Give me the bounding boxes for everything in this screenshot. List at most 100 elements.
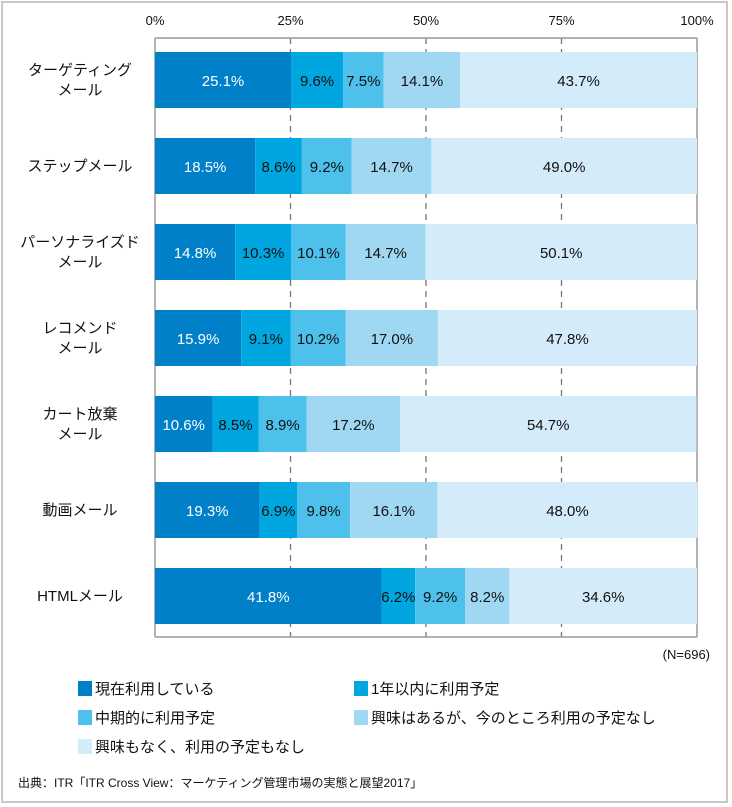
bar-segment	[290, 310, 346, 366]
data-label: 7.5%	[346, 73, 380, 90]
legend-label: 中期的に利用予定	[95, 710, 216, 727]
bar-segment	[259, 482, 298, 538]
category-label: ステップメール	[27, 158, 132, 175]
bar-segment	[415, 568, 466, 624]
legend-label: 現在利用している	[95, 681, 215, 698]
bar-segment	[350, 482, 438, 538]
data-label: 15.9%	[177, 331, 220, 348]
category-label: メール	[57, 254, 102, 271]
data-label: 50.1%	[540, 245, 583, 262]
bar-segment	[297, 482, 351, 538]
bar-segment	[155, 138, 256, 194]
data-label: 25.1%	[202, 73, 245, 90]
legend-item: 興味もなく、利用の予定もなし	[78, 736, 305, 757]
bar-segment	[235, 224, 292, 280]
legend-item: 現在利用している	[78, 678, 215, 699]
x-tick-label: 75%	[548, 13, 574, 28]
data-label: 17.2%	[332, 417, 375, 434]
bar-segment	[425, 224, 697, 280]
legend-item: 中期的に利用予定	[78, 707, 215, 728]
data-label: 14.7%	[364, 245, 407, 262]
bar-segment	[255, 138, 302, 194]
data-label: 6.2%	[381, 589, 415, 606]
legend-swatch	[78, 710, 92, 725]
data-label: 9.6%	[300, 73, 334, 90]
bar-segment	[431, 138, 697, 194]
data-label: 9.1%	[249, 331, 283, 348]
data-label: 9.8%	[306, 503, 340, 520]
category-label: カート放棄	[42, 405, 117, 423]
legend-label: 興味はあるが、今のところ利用の予定なし	[371, 710, 656, 727]
bar-segment	[460, 52, 697, 108]
category-label: HTMLメール	[37, 588, 123, 605]
bar-segment	[381, 568, 416, 624]
bar-segment	[509, 568, 697, 624]
bar-segment	[155, 482, 260, 538]
legend-swatch	[78, 739, 92, 754]
legend-swatch	[78, 681, 92, 696]
data-label: 6.9%	[261, 503, 295, 520]
data-label: 19.3%	[186, 503, 229, 520]
data-label: 48.0%	[546, 503, 589, 520]
bar-segment	[155, 52, 292, 108]
data-label: 14.8%	[174, 245, 217, 262]
data-label: 10.1%	[297, 245, 340, 262]
bar-segment	[155, 568, 382, 624]
legend-label: 1年以内に利用予定	[371, 681, 500, 698]
bar-segment	[155, 310, 242, 366]
data-label: 54.7%	[527, 417, 570, 434]
bar-segment	[301, 138, 352, 194]
bar-segment	[155, 224, 236, 280]
data-label: 49.0%	[543, 159, 586, 176]
data-label: 14.1%	[401, 73, 444, 90]
data-label: 18.5%	[184, 159, 227, 176]
data-label: 41.8%	[247, 589, 290, 606]
category-label: パーソナライズド	[20, 234, 140, 251]
sample-size-note: (N=696)	[662, 647, 710, 662]
data-label: 9.2%	[423, 589, 457, 606]
category-label: 動画メール	[42, 502, 117, 519]
data-label: 10.6%	[162, 417, 205, 434]
bar-segment	[437, 482, 698, 538]
bar-segment	[291, 52, 344, 108]
category-label: メール	[57, 426, 102, 443]
x-tick-label: 25%	[277, 13, 303, 28]
bar-segment	[212, 396, 259, 452]
bar-segment	[351, 138, 432, 194]
legend-item: 1年以内に利用予定	[354, 678, 499, 699]
bar-segment	[155, 396, 213, 452]
category-label: レコメンド	[42, 320, 117, 337]
category-label: メール	[57, 340, 102, 357]
data-label: 10.2%	[297, 331, 340, 348]
bar-segment	[399, 396, 697, 452]
source-note: 出典：ITR「ITR Cross View：マーケティング管理市場の実態と展望2…	[18, 776, 423, 790]
data-label: 47.8%	[546, 331, 589, 348]
bar-segment	[345, 224, 426, 280]
x-tick-label: 50%	[413, 13, 439, 28]
data-label: 9.2%	[310, 159, 344, 176]
legend-swatch	[354, 681, 368, 696]
bar-segment	[345, 310, 438, 366]
bar-segment	[306, 396, 400, 452]
category-label: メール	[57, 82, 102, 99]
bar-segment	[343, 52, 384, 108]
data-label: 8.6%	[261, 159, 295, 176]
legend-item: 興味はあるが、今のところ利用の予定なし	[354, 707, 656, 728]
bar-segment	[383, 52, 461, 108]
bar-segment	[437, 310, 697, 366]
category-label: ターゲティング	[28, 62, 132, 79]
data-label: 8.2%	[470, 589, 504, 606]
data-label: 16.1%	[372, 503, 415, 520]
bar-segment	[291, 224, 346, 280]
x-tick-label: 100%	[680, 13, 714, 28]
bar-segment	[241, 310, 291, 366]
legend-swatch	[354, 710, 368, 725]
data-label: 43.7%	[557, 73, 600, 90]
legend-label: 興味もなく、利用の予定もなし	[95, 739, 306, 756]
bar-segment	[465, 568, 510, 624]
data-label: 14.7%	[370, 159, 413, 176]
bar-segment	[258, 396, 307, 452]
data-label: 34.6%	[582, 589, 625, 606]
